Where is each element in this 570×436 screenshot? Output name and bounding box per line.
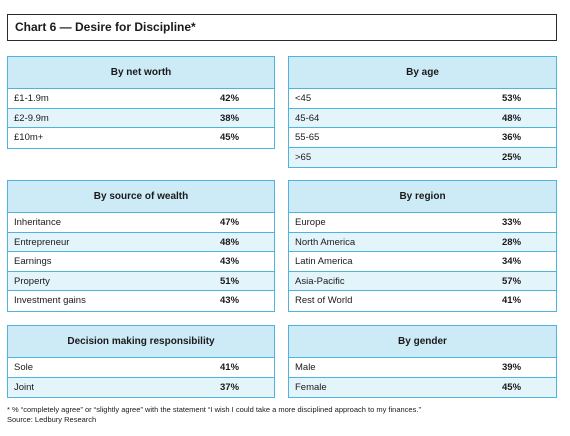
table-row: >65 25% — [289, 147, 556, 168]
panel-header: Decision making responsibility — [8, 326, 274, 358]
panel-age: By age <45 53% 45-64 48% 55-65 36% >65 25% — [288, 56, 557, 169]
row-value: 34% — [502, 256, 522, 268]
row-value: 38% — [220, 112, 240, 124]
panel-header: By gender — [289, 326, 556, 358]
panel-gender: By gender Male 39% Female 45% — [288, 325, 557, 399]
panel-header: By age — [289, 57, 556, 89]
row-value: 53% — [502, 93, 522, 104]
row-label: Property — [14, 275, 50, 287]
table-row: £1-1.9m 42% — [8, 89, 274, 109]
row-value: 43% — [220, 295, 240, 307]
panel-header: By net worth — [8, 57, 274, 89]
row-value: 45% — [502, 381, 522, 393]
table-row: Rest of World 41% — [289, 291, 556, 311]
row-label: £2-9.9m — [14, 112, 49, 124]
footnote-block: * % “completely agree” or “slightly agre… — [7, 405, 421, 425]
row-label: Earnings — [14, 256, 52, 268]
row-label: Male — [295, 362, 316, 373]
row-value: 28% — [502, 236, 522, 248]
panel-net-worth: By net worth £1-1.9m 42% £2-9.9m 38% £10m+ 45% — [7, 56, 275, 149]
table-row: Sole 41% — [8, 358, 274, 378]
row-value: 25% — [502, 151, 522, 163]
source-text: Source: Ledbury Research — [7, 415, 97, 424]
row-label: £10m+ — [14, 132, 44, 144]
table-row: Female 45% — [289, 377, 556, 398]
table-row: Europe 33% — [289, 213, 556, 233]
table-row: Asia-Pacific 57% — [289, 271, 556, 292]
row-label: Joint — [14, 381, 35, 393]
panel-decision: Decision making responsibility Sole 41% Joi… — [7, 325, 275, 399]
row-value: 51% — [220, 275, 240, 287]
row-label: North America — [295, 236, 356, 248]
table-row: Joint 37% — [8, 377, 274, 398]
table-row: Latin America 34% — [289, 252, 556, 272]
table-row: Entrepreneur 48% — [8, 232, 274, 253]
table-row: Property 51% — [8, 271, 274, 292]
row-label: Investment gains — [14, 295, 86, 307]
row-value: 42% — [220, 93, 240, 104]
table-row: North America 28% — [289, 232, 556, 253]
row-value: 45% — [220, 132, 240, 144]
table-row: Earnings 43% — [8, 252, 274, 272]
footnote-text: * % “completely agree” or “slightly agre… — [7, 405, 421, 414]
row-label: >65 — [295, 151, 312, 163]
row-label: 45-64 — [295, 112, 320, 124]
row-value: 33% — [502, 217, 522, 228]
row-label: <45 — [295, 93, 312, 104]
row-value: 48% — [502, 112, 522, 124]
table-row: £2-9.9m 38% — [8, 108, 274, 129]
row-value: 36% — [502, 132, 522, 144]
panel-header: By source of wealth — [8, 181, 274, 213]
row-label: £1-1.9m — [14, 93, 49, 104]
row-value: 48% — [220, 236, 240, 248]
row-value: 41% — [220, 362, 240, 373]
panel-source: By source of wealth Inheritance 47% Entrepr… — [7, 180, 275, 312]
table-row: Investment gains 43% — [8, 291, 274, 311]
table-row: Inheritance 47% — [8, 213, 274, 233]
table-row: £10m+ 45% — [8, 128, 274, 148]
row-value: 43% — [220, 256, 240, 268]
row-label: 55-65 — [295, 132, 320, 144]
row-label: Inheritance — [14, 217, 62, 228]
row-value: 39% — [502, 362, 522, 373]
row-value: 57% — [502, 275, 522, 287]
row-label: Europe — [295, 217, 326, 228]
panel-header: By region — [289, 181, 556, 213]
table-row: 55-65 36% — [289, 128, 556, 148]
chart-title: Chart 6 — Desire for Discipline* — [7, 14, 557, 41]
row-label: Sole — [14, 362, 34, 373]
row-label: Female — [295, 381, 327, 393]
panel-region: By region Europe 33% North America 28% Latin … — [288, 180, 557, 312]
row-label: Rest of World — [295, 295, 353, 307]
row-label: Entrepreneur — [14, 236, 70, 248]
row-value: 47% — [220, 217, 240, 228]
row-value: 41% — [502, 295, 522, 307]
table-row: 45-64 48% — [289, 108, 556, 129]
row-label: Asia-Pacific — [295, 275, 345, 287]
table-row: Male 39% — [289, 358, 556, 378]
row-value: 37% — [220, 381, 240, 393]
table-row: <45 53% — [289, 89, 556, 109]
row-label: Latin America — [295, 256, 353, 268]
